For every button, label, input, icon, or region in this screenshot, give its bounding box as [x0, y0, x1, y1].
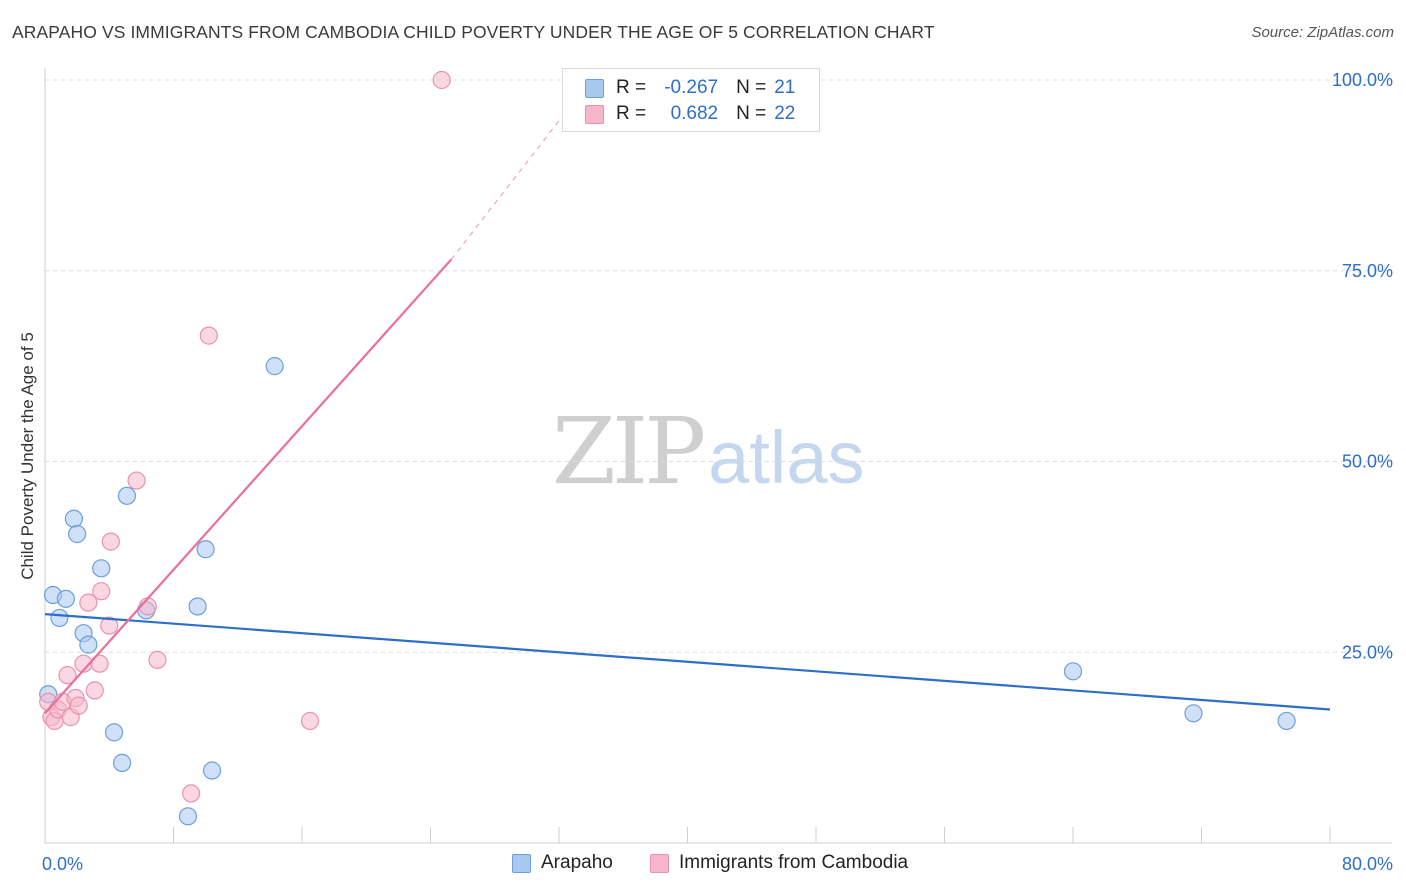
cambodia-point — [58, 666, 77, 685]
legend-row-arapaho: R = -0.267 N = 21 — [585, 76, 795, 100]
y-tick-label: 100.0% — [1332, 70, 1393, 90]
r-label: R = — [616, 103, 647, 124]
y-tick-label: 25.0% — [1342, 642, 1393, 662]
arapaho-trend-line — [44, 613, 1331, 711]
arapaho-swatch — [585, 78, 604, 98]
n-value: 22 — [774, 103, 796, 124]
r-value: 0.682 — [670, 103, 719, 124]
cambodia-point — [182, 784, 201, 803]
cambodia-point — [100, 616, 119, 635]
arapaho-point — [50, 608, 69, 628]
arapaho-point — [104, 723, 124, 742]
arapaho-point — [1277, 711, 1296, 731]
watermark-zip: ZIP — [552, 398, 706, 505]
arapaho-point — [1063, 662, 1083, 681]
arapaho-point — [56, 589, 75, 608]
n-label: N = — [736, 103, 767, 124]
legend-label: Arapaho — [541, 852, 613, 873]
cambodia-point — [101, 532, 120, 551]
correlation-legend: R = -0.267 N = 21 R = 0.682 N = 22 — [562, 68, 820, 132]
arapaho-swatch — [512, 853, 531, 873]
cambodia-point — [199, 326, 218, 345]
legend-item-cambodia[interactable]: Immigrants from Cambodia — [650, 852, 908, 874]
cambodia-point — [79, 593, 98, 612]
arapaho-point — [117, 486, 137, 505]
legend-item-arapaho[interactable]: Arapaho — [512, 852, 613, 874]
arapaho-point — [196, 540, 215, 559]
arapaho-point — [265, 357, 284, 376]
cambodia-trend-line — [44, 258, 453, 715]
cambodia-point — [300, 711, 320, 731]
cambodia-point — [85, 681, 104, 700]
n-label: N = — [736, 77, 767, 98]
watermark-atlas: atlas — [708, 416, 865, 499]
watermark: ZIPatlas — [552, 398, 864, 505]
cambodia-swatch — [585, 104, 604, 124]
source-credit: Source: ZipAtlas.com — [1251, 24, 1394, 41]
y-tick-label: 75.0% — [1342, 261, 1393, 281]
cambodia-point — [69, 696, 88, 715]
legend-label: Immigrants from Cambodia — [679, 852, 909, 873]
arapaho-point — [178, 807, 198, 826]
legend-row-cambodia: R = 0.682 N = 22 — [585, 102, 795, 126]
chart-title: ARAPAHO VS IMMIGRANTS FROM CAMBODIA CHIL… — [12, 22, 935, 42]
arapaho-point — [92, 559, 111, 578]
arapaho-point — [64, 509, 84, 528]
arapaho-point — [202, 761, 222, 780]
arapaho-point — [79, 635, 98, 654]
x-tick-label: 0.0% — [42, 854, 83, 874]
arapaho-point — [68, 524, 87, 544]
cambodia-point — [127, 471, 146, 490]
series-legend: Arapaho Immigrants from Cambodia — [0, 852, 1406, 878]
r-value: -0.267 — [664, 77, 719, 98]
cambodia-point — [148, 650, 167, 669]
cambodia-trend-extension — [450, 110, 568, 260]
cambodia-point — [432, 70, 451, 90]
cambodia-swatch — [650, 853, 669, 873]
n-value: 21 — [774, 77, 796, 98]
cambodia-point — [92, 582, 111, 601]
y-tick-label: 50.0% — [1342, 452, 1393, 472]
x-tick-label: 80.0% — [1342, 854, 1393, 874]
arapaho-point — [1184, 704, 1203, 723]
cambodia-point — [90, 654, 109, 673]
arapaho-point — [112, 753, 132, 772]
r-label: R = — [616, 77, 647, 98]
arapaho-point — [188, 597, 207, 616]
